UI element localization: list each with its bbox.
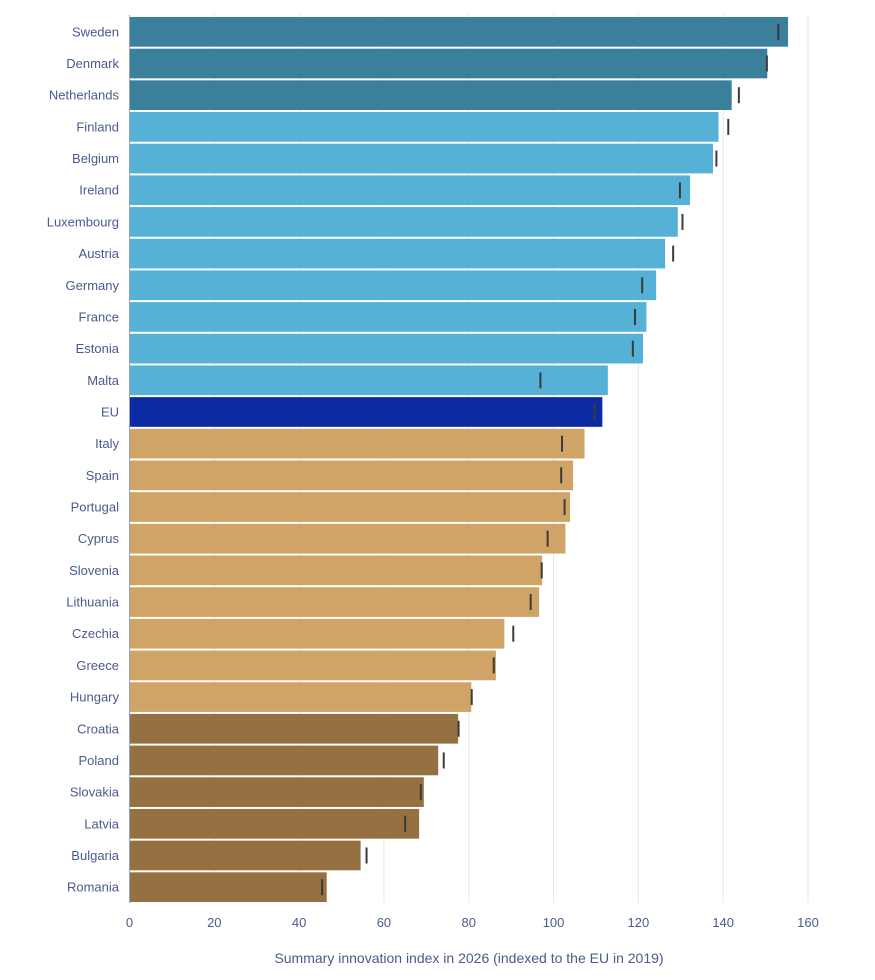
category-label: Slovenia: [69, 563, 120, 578]
category-label: Lithuania: [66, 595, 120, 610]
bar: [129, 112, 719, 142]
category-label: Finland: [76, 119, 119, 134]
bar: [129, 460, 574, 491]
category-label: Slovakia: [70, 785, 120, 800]
bar: [129, 238, 666, 269]
bar: [129, 777, 424, 807]
category-label: Belgium: [72, 151, 119, 166]
category-label: Greece: [76, 658, 119, 673]
x-tick-label: 0: [126, 915, 133, 930]
category-label: Poland: [79, 753, 119, 768]
bar: [129, 302, 647, 332]
category-label: EU: [101, 404, 119, 419]
bar: [129, 872, 327, 902]
bar: [129, 80, 732, 111]
x-tick-label: 120: [628, 915, 650, 930]
category-label: France: [79, 309, 119, 324]
bar: [129, 397, 603, 427]
bar: [129, 682, 472, 712]
category-label: Bulgaria: [71, 848, 119, 863]
category-label: Cyprus: [78, 531, 120, 546]
category-labels: Sweden Denmark Netherlands Finland Belgium Ir…: [47, 24, 120, 894]
category-label: Spain: [86, 468, 119, 483]
category-label: Romania: [67, 880, 120, 895]
x-tick-label: 20: [207, 915, 221, 930]
category-label: Luxembourg: [47, 214, 119, 229]
bar: [129, 175, 691, 206]
bar: [129, 17, 789, 47]
category-label: Hungary: [70, 690, 120, 705]
category-label: Latvia: [84, 816, 119, 831]
bar: [129, 555, 543, 586]
category-label: Sweden: [72, 24, 119, 39]
x-axis-title: Summary innovation index in 2026 (indexe…: [274, 950, 663, 966]
category-label: Portugal: [71, 500, 120, 515]
category-label: Germany: [66, 278, 120, 293]
bar: [129, 48, 768, 79]
category-label: Estonia: [76, 341, 120, 356]
category-label: Austria: [79, 246, 120, 261]
category-label: Malta: [87, 373, 120, 388]
bar: [129, 587, 540, 617]
x-tick-label: 60: [377, 915, 391, 930]
bar: [129, 270, 657, 301]
x-tick-labels: 0 20 40 60 80 100 120 140 160: [126, 915, 819, 930]
category-label: Ireland: [79, 183, 119, 198]
bar: [129, 492, 571, 522]
bar: [129, 143, 714, 174]
x-tick-label: 160: [797, 915, 819, 930]
category-label: Denmark: [66, 56, 119, 71]
bar: [129, 650, 496, 681]
bar: [129, 365, 608, 396]
bar: [129, 713, 459, 744]
bar: [129, 840, 361, 871]
bar: [129, 745, 439, 776]
bar: [129, 207, 678, 237]
category-label: Italy: [95, 436, 119, 451]
x-tick-label: 40: [292, 915, 306, 930]
bar: [129, 523, 566, 554]
bar: [129, 618, 505, 649]
x-tick-label: 140: [712, 915, 734, 930]
bars: [129, 17, 789, 902]
x-tick-label: 100: [543, 915, 565, 930]
bar: [129, 808, 420, 839]
category-label: Czechia: [72, 626, 120, 641]
category-label: Croatia: [77, 721, 120, 736]
markers: [321, 23, 780, 896]
bar: [129, 333, 644, 364]
category-label: Netherlands: [49, 88, 120, 103]
bar: [129, 428, 585, 459]
x-tick-label: 80: [462, 915, 476, 930]
